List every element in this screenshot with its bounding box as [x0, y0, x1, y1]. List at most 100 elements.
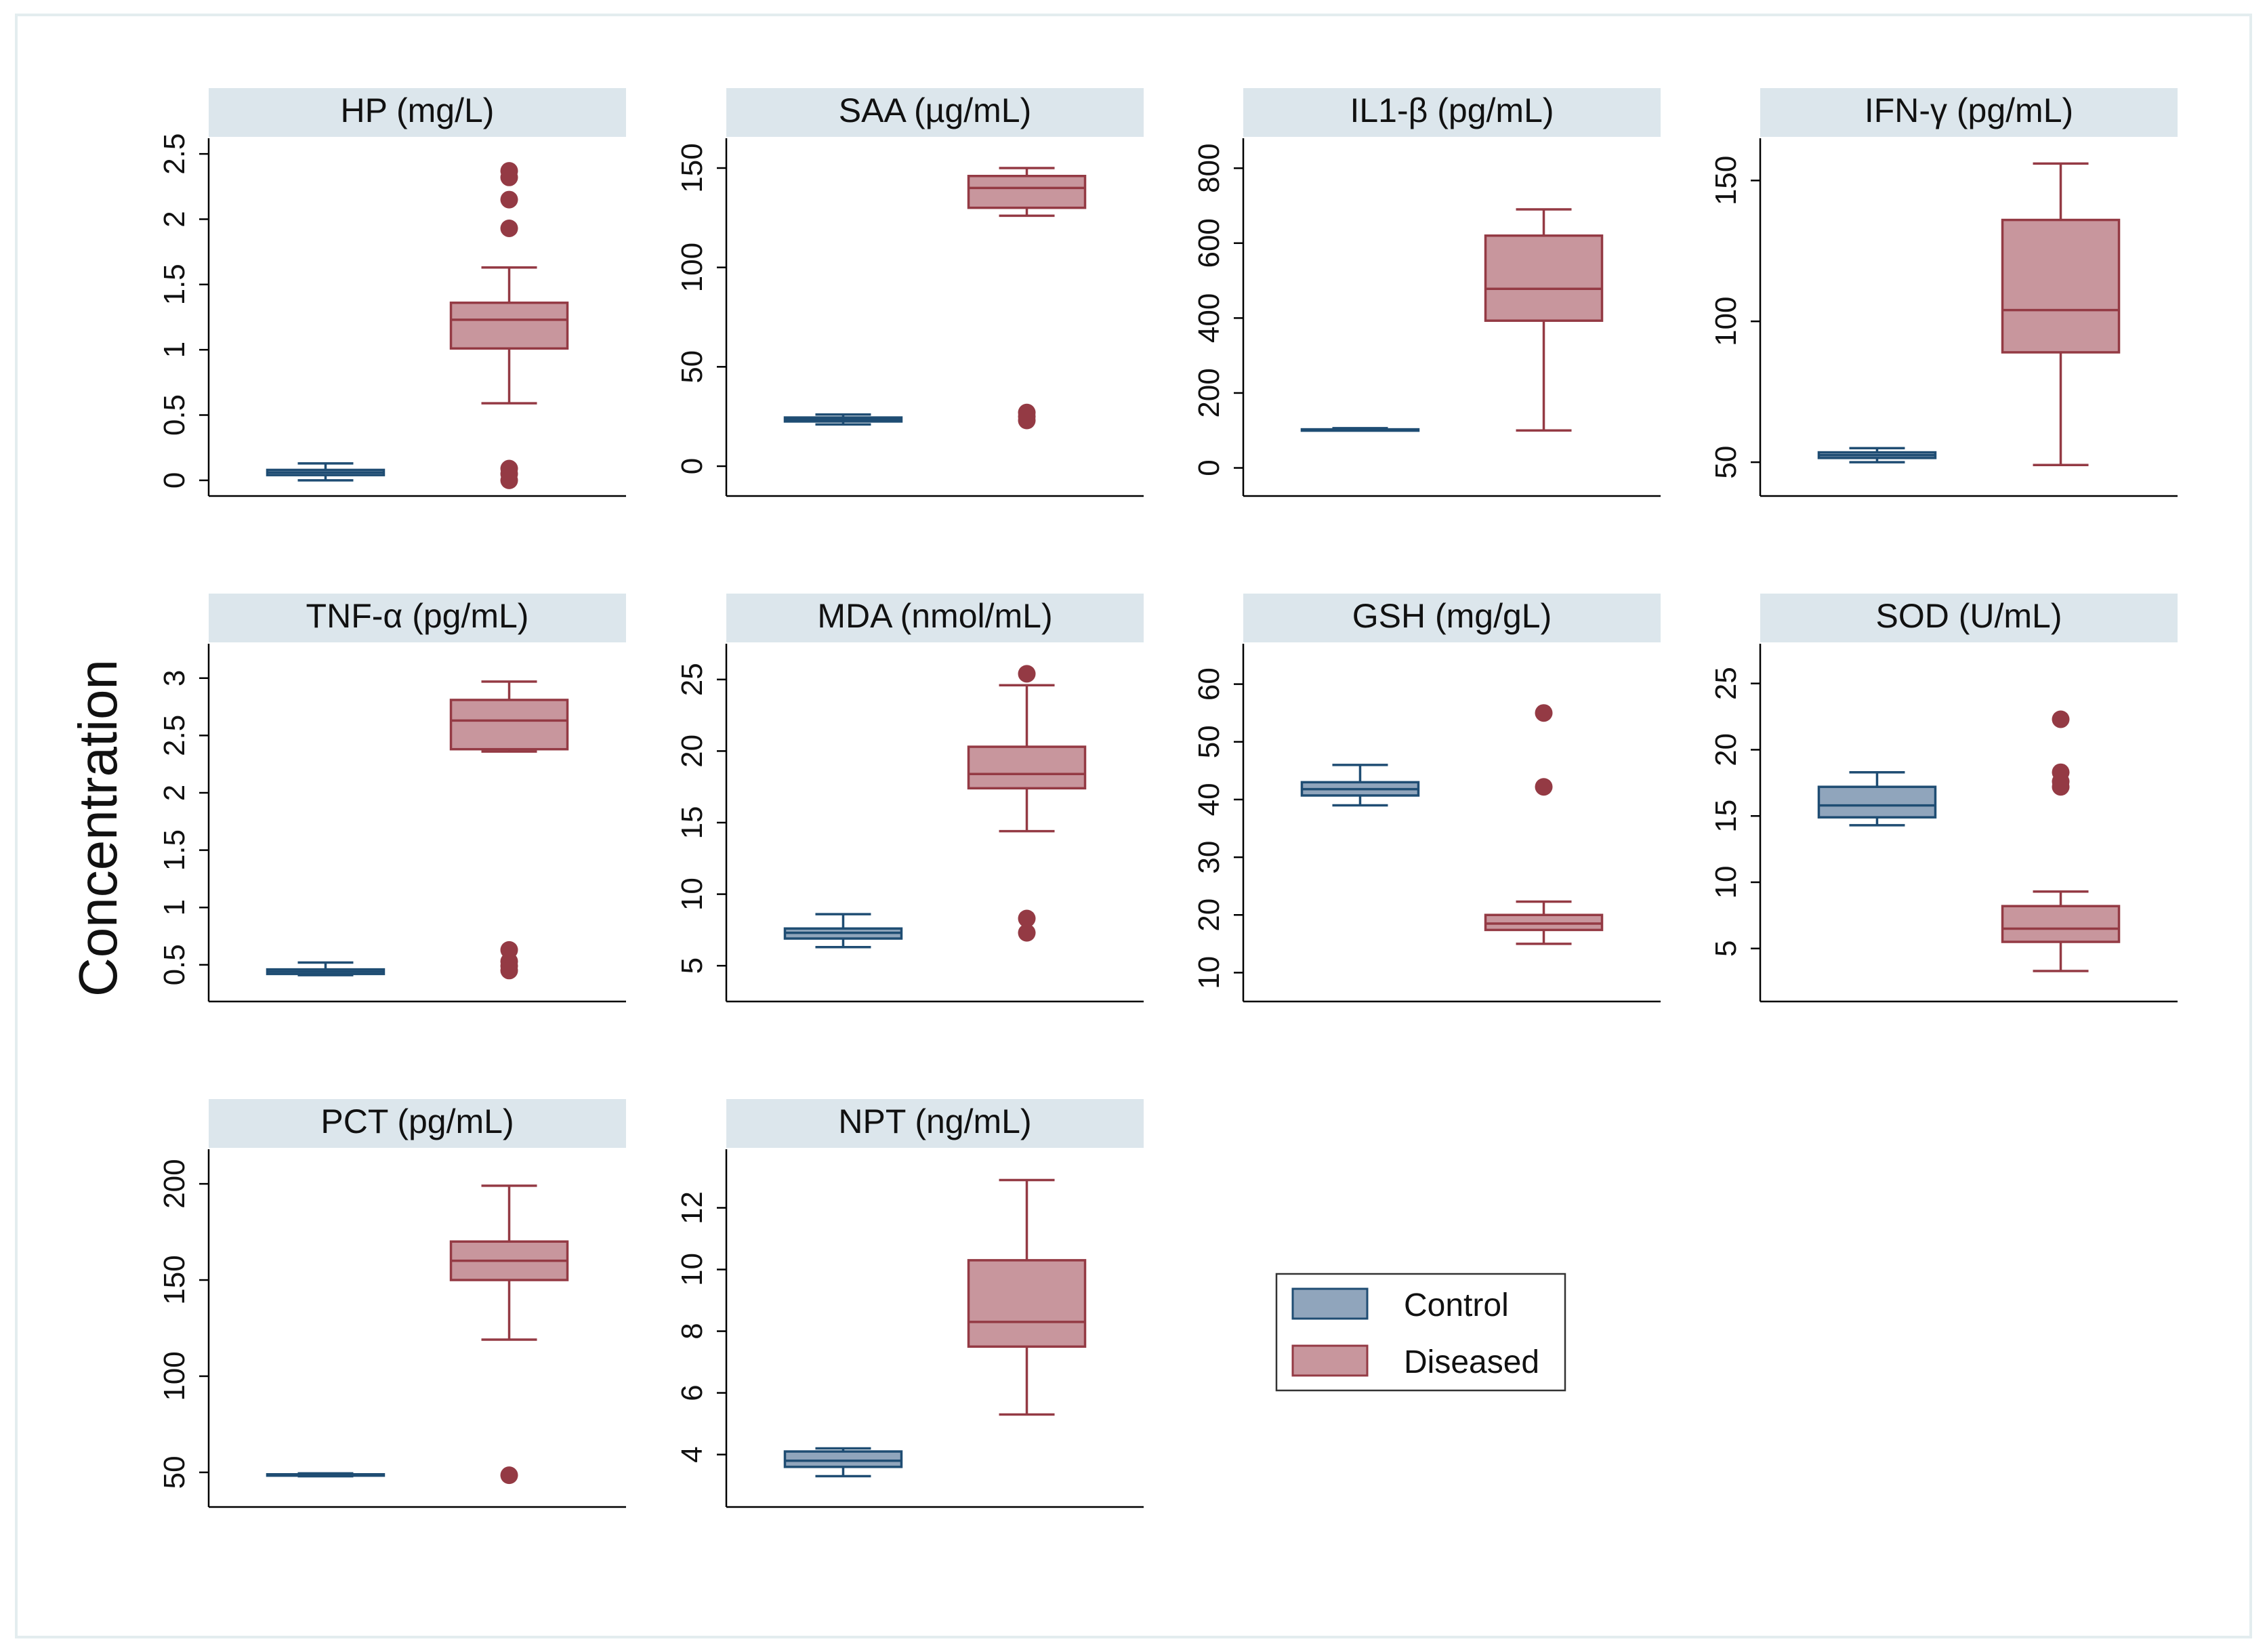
y-tick-label-pct: 150 [158, 1255, 191, 1304]
y-tick-label-tnf: 0.5 [158, 944, 191, 985]
panel-title-il1: IL1-β (pg/mL) [1350, 91, 1554, 129]
outlier-diseased-gsh [1535, 704, 1553, 722]
box-diseased-saa [967, 174, 1087, 209]
panel-tnf: TNF-α (pg/mL) 0.5 1 1.5 2 2.5 3 [158, 594, 626, 1003]
y-tick-label-mda: 20 [675, 735, 709, 768]
y-tick-label-pct: 100 [158, 1351, 191, 1401]
legend-swatch-diseased [1291, 1344, 1369, 1377]
y-tick-label-pct: 50 [158, 1455, 191, 1489]
box-diseased-hp [449, 302, 569, 350]
y-tick-label-ifn: 150 [1709, 156, 1743, 205]
panel-header-sod [1760, 594, 2178, 642]
outlier-diseased-saa [1018, 411, 1036, 430]
y-axis-label: Concentration [68, 659, 128, 997]
y-tick-label-saa: 0 [675, 458, 709, 474]
panel-ifn: IFN-γ (pg/mL) 50 100 150 [1709, 88, 2178, 497]
y-tick-label-mda: 25 [675, 663, 709, 696]
y-tick-label-hp: 2.5 [158, 133, 191, 175]
panel-title-tnf: TNF-α (pg/mL) [306, 597, 529, 635]
panel-title-ifn: IFN-γ (pg/mL) [1865, 91, 2073, 129]
box-diseased-mda [967, 745, 1087, 790]
box-diseased-sod [2001, 905, 2121, 943]
y-tick-label-saa: 100 [675, 243, 709, 292]
outlier-diseased-sod [2052, 710, 2070, 728]
y-tick-label-il1: 200 [1192, 368, 1226, 417]
y-tick-label-sod: 25 [1709, 667, 1743, 700]
y-tick-label-mda: 15 [675, 806, 709, 840]
box-diseased-ifn [2001, 218, 2121, 354]
figure-background [15, 14, 2252, 1638]
y-tick-label-tnf: 1 [158, 899, 191, 915]
y-tick-label-npt: 4 [675, 1446, 709, 1462]
outlier-diseased-hp [500, 190, 518, 209]
panel-npt: NPT (ng/mL) 4 6 8 10 12 [675, 1099, 1144, 1508]
y-tick-label-sod: 15 [1709, 800, 1743, 833]
y-tick-label-npt: 8 [675, 1323, 709, 1339]
outlier-diseased-mda [1018, 909, 1036, 928]
outlier-diseased-hp [500, 219, 518, 237]
panel-title-hp: HP (mg/L) [341, 91, 495, 129]
panel-header-gsh [1243, 594, 1661, 642]
outlier-diseased-sod [2052, 778, 2070, 796]
box-diseased-il1 [1484, 234, 1604, 323]
y-tick-label-pct: 200 [158, 1159, 191, 1208]
legend-label-control: Control [1404, 1287, 1509, 1323]
panel-mda: MDA (nmol/mL) 5 10 15 20 25 [675, 594, 1144, 1003]
panel-title-mda: MDA (nmol/mL) [817, 597, 1052, 635]
y-tick-label-ifn: 100 [1709, 297, 1743, 346]
legend-swatch-control [1291, 1287, 1369, 1320]
outlier-diseased-hp [500, 168, 518, 186]
panel-header-saa [726, 88, 1144, 137]
y-tick-label-tnf: 1.5 [158, 829, 191, 871]
panel-pct: PCT (pg/mL) 50 100 150 200 [158, 1099, 626, 1508]
panel-sod: SOD (U/mL) 5 10 15 20 25 [1709, 594, 2178, 1003]
outlier-diseased-gsh [1535, 778, 1553, 796]
box-diseased-npt [967, 1259, 1087, 1348]
y-tick-label-sod: 10 [1709, 866, 1743, 899]
y-tick-label-il1: 800 [1192, 144, 1226, 193]
y-tick-label-hp: 1 [158, 342, 191, 358]
y-tick-label-saa: 50 [675, 350, 709, 384]
panel-gsh: GSH (mg/gL) 10 20 30 40 50 60 [1192, 594, 1661, 1003]
box-diseased-tnf [449, 699, 569, 751]
y-tick-label-hp: 0 [158, 472, 191, 489]
panel-header-il1 [1243, 88, 1661, 137]
panel-title-saa: SAA (µg/mL) [839, 91, 1031, 129]
outlier-diseased-hp [500, 471, 518, 489]
y-tick-label-sod: 5 [1709, 941, 1743, 957]
outlier-diseased-tnf [500, 962, 518, 980]
y-tick-label-hp: 0.5 [158, 394, 191, 436]
y-tick-label-npt: 12 [675, 1191, 709, 1224]
y-tick-label-hp: 1.5 [158, 264, 191, 305]
outlier-diseased-pct [500, 1466, 518, 1485]
y-tick-label-il1: 0 [1192, 459, 1226, 476]
y-tick-label-saa: 150 [675, 143, 709, 192]
y-tick-label-gsh: 40 [1192, 783, 1226, 816]
panel-header-npt [726, 1099, 1144, 1148]
outlier-diseased-mda [1018, 924, 1036, 942]
panel-header-hp [209, 88, 626, 137]
panel-title-gsh: GSH (mg/gL) [1352, 597, 1552, 635]
panel-hp: HP (mg/L) 0 0.5 1 1.5 2 2.5 [158, 88, 626, 497]
y-tick-label-tnf: 3 [158, 670, 191, 686]
panel-title-sod: SOD (U/mL) [1876, 597, 2062, 635]
y-tick-label-sod: 20 [1709, 733, 1743, 766]
y-tick-label-npt: 6 [675, 1384, 709, 1401]
y-tick-label-gsh: 10 [1192, 956, 1226, 989]
y-tick-label-gsh: 30 [1192, 841, 1226, 874]
legend: Control Diseased [1275, 1273, 1566, 1392]
y-tick-label-tnf: 2.5 [158, 715, 191, 756]
panel-saa: SAA (µg/mL) 0 50 100 150 [675, 88, 1144, 497]
y-tick-label-mda: 5 [675, 957, 709, 974]
panel-il1: IL1-β (pg/mL) 0 200 400 600 800 [1192, 88, 1661, 497]
panel-header-pct [209, 1099, 626, 1148]
box-control-sod [1817, 785, 1937, 819]
panel-header-tnf [209, 594, 626, 642]
y-tick-label-mda: 10 [675, 877, 709, 911]
panel-title-pct: PCT (pg/mL) [320, 1102, 514, 1140]
y-tick-label-il1: 400 [1192, 293, 1226, 343]
panel-header-ifn [1760, 88, 2178, 137]
y-tick-label-tnf: 2 [158, 785, 191, 801]
